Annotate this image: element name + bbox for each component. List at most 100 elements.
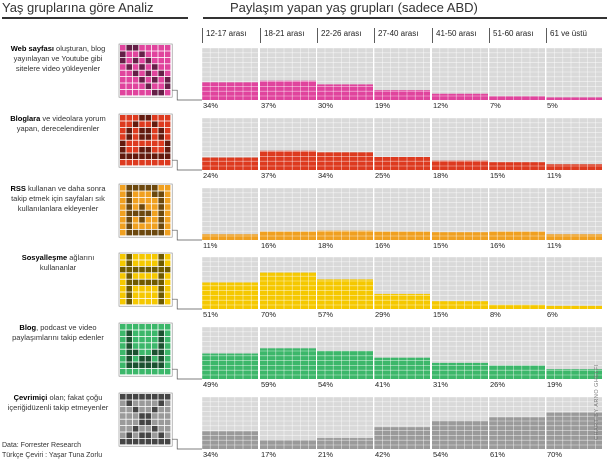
- data-label: 8%: [490, 310, 501, 319]
- connector-line: [172, 368, 202, 380]
- icon-pixel: [139, 197, 145, 204]
- icon-pixel: [152, 394, 158, 400]
- icon-pixel: [120, 64, 126, 70]
- icon-pixel: [152, 260, 158, 266]
- icon-pixel: [152, 159, 158, 166]
- icon-pixel: [164, 286, 171, 292]
- icon-pixel: [120, 349, 126, 356]
- icon-pixel: [132, 419, 139, 426]
- icon-pixel: [132, 223, 139, 229]
- icon-pixel: [164, 400, 171, 406]
- icon-pixel: [126, 292, 132, 298]
- icon-pixel: [126, 115, 132, 121]
- icon-pixel: [132, 400, 139, 406]
- icon-pixel: [126, 153, 132, 159]
- icon-pixel: [120, 159, 126, 166]
- icon-pixel: [120, 185, 126, 191]
- icon-pixel: [139, 279, 145, 286]
- icon-pixel: [164, 64, 171, 70]
- icon-pixel: [158, 45, 164, 51]
- icon-pixel: [164, 343, 171, 349]
- icon-pixel: [152, 324, 158, 330]
- icon-pixel: [158, 115, 164, 121]
- data-label: 5%: [547, 101, 558, 110]
- icon-pixel: [164, 153, 171, 159]
- icon-pixel: [120, 57, 126, 64]
- data-label: 54%: [318, 380, 333, 389]
- icon-pixel: [164, 159, 171, 166]
- icon-pixel: [145, 336, 152, 343]
- icon-pixel: [126, 419, 132, 426]
- icon-pixel: [126, 223, 132, 229]
- icon-pixel: [152, 273, 158, 279]
- icon-pixel: [158, 394, 164, 400]
- icon-pixel: [132, 324, 139, 330]
- icon-pixel: [145, 83, 152, 89]
- data-label: 51%: [203, 310, 218, 319]
- grid-panel: [432, 48, 488, 100]
- icon-pixel: [139, 343, 145, 349]
- icon-pixel: [120, 254, 126, 260]
- data-label: 18%: [433, 171, 448, 180]
- icon-pixel: [126, 77, 132, 83]
- data-label: 57%: [318, 310, 333, 319]
- icon-pixel: [164, 273, 171, 279]
- icon-pixel: [139, 223, 145, 229]
- icon-pixel: [158, 254, 164, 260]
- icon-pixel: [126, 343, 132, 349]
- icon-pixel: [152, 140, 158, 147]
- icon-pixel: [132, 159, 139, 166]
- data-bar: [546, 97, 602, 100]
- data-label: 19%: [547, 380, 562, 389]
- icon-pixel: [120, 229, 126, 236]
- icon-pixel: [164, 279, 171, 286]
- icon-pixel: [164, 134, 171, 140]
- data-label: 42%: [375, 450, 390, 459]
- icon-pixel: [126, 349, 132, 356]
- data-label: 34%: [318, 171, 333, 180]
- icon-pixel: [145, 292, 152, 298]
- icon-pixel: [139, 64, 145, 70]
- column-header: 41-50 arası: [436, 29, 476, 38]
- icon-pixel: [126, 134, 132, 140]
- icon-pixel: [145, 197, 152, 204]
- icon-pixel: [164, 413, 171, 419]
- data-label: 30%: [318, 101, 333, 110]
- icon-pixel: [139, 204, 145, 210]
- icon-pixel: [126, 438, 132, 445]
- icon-pixel: [152, 336, 158, 343]
- icon-pixel: [152, 400, 158, 406]
- icon-pixel: [158, 89, 164, 96]
- icon-pixel: [126, 298, 132, 305]
- icon-pixel: [164, 45, 171, 51]
- data-label: 34%: [203, 101, 218, 110]
- data-label: 19%: [375, 101, 390, 110]
- icon-pixel: [158, 229, 164, 236]
- icon-pixel: [164, 336, 171, 343]
- icon-pixel: [126, 210, 132, 217]
- icon-pixel: [164, 204, 171, 210]
- data-label: 70%: [261, 310, 276, 319]
- icon-pixel: [139, 134, 145, 140]
- icon-pixel: [164, 438, 171, 445]
- icon-pixel: [164, 197, 171, 204]
- icon-pixel: [132, 77, 139, 83]
- connector-line: [172, 298, 202, 310]
- icon-pixel: [152, 197, 158, 204]
- icon-pixel: [158, 77, 164, 83]
- icon-pixel: [158, 134, 164, 140]
- icon-pixel: [152, 89, 158, 96]
- icon-pixel: [152, 292, 158, 298]
- icon-pixel: [145, 127, 152, 134]
- data-bar: [432, 160, 488, 170]
- icon-pixel: [126, 70, 132, 77]
- icon-pixel: [120, 89, 126, 96]
- data-label: 16%: [261, 241, 276, 250]
- icon-pixel: [145, 400, 152, 406]
- icon-pixel: [164, 223, 171, 229]
- data-bar: [489, 304, 545, 309]
- icon-pixel: [139, 400, 145, 406]
- data-bar: [546, 369, 602, 379]
- icon-pixel: [126, 279, 132, 286]
